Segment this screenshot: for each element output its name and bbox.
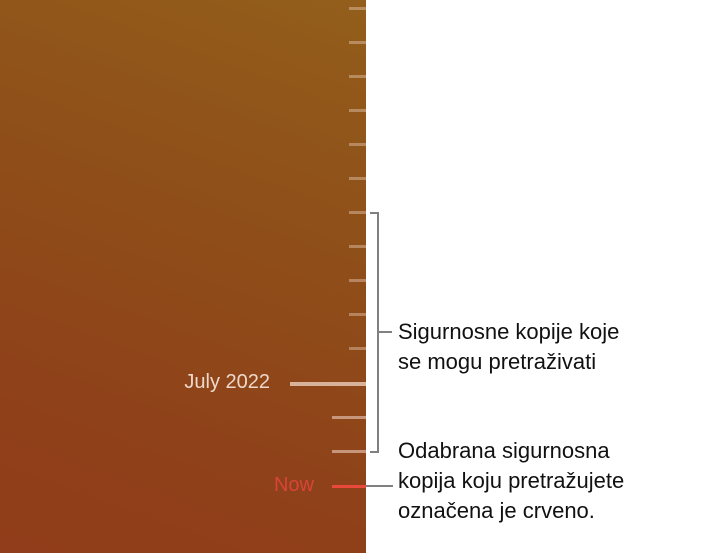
timeline-tick-now[interactable] (332, 485, 366, 488)
timeline-tick[interactable] (349, 245, 366, 248)
timeline-tick[interactable] (332, 416, 366, 419)
timeline-tick[interactable] (349, 75, 366, 78)
timeline-tick[interactable] (349, 143, 366, 146)
bracket-leader (377, 331, 392, 333)
time-machine-timeline: July 2022 Now (0, 0, 366, 553)
timeline-tick[interactable] (349, 177, 366, 180)
callout-text: Odabrana sigurnosna (398, 438, 610, 463)
callout-text: označena je crveno. (398, 498, 595, 523)
bracket-top (370, 212, 379, 214)
callout-text: Sigurnosne kopije koje (398, 319, 620, 344)
timeline-tick[interactable] (349, 313, 366, 316)
timeline-tick[interactable] (349, 109, 366, 112)
timeline-tick[interactable] (349, 211, 366, 214)
timeline-tick[interactable] (349, 41, 366, 44)
timeline-tick-july-2022[interactable] (290, 382, 366, 386)
now-label: Now (273, 474, 314, 496)
timeline-tick[interactable] (349, 279, 366, 282)
callout-text: se mogu pretraživati (398, 349, 597, 374)
now-leader-line (366, 485, 393, 487)
timeline-tick[interactable] (332, 450, 366, 453)
selected-backup-callout: Odabrana sigurnosna kopija koju pretražu… (398, 436, 708, 526)
timeline-tick[interactable] (349, 347, 366, 350)
date-label: July 2022 (184, 371, 270, 393)
browsable-backups-callout: Sigurnosne kopije koje se mogu pretraživ… (398, 317, 708, 377)
bracket-bottom (370, 451, 379, 453)
timeline-tick[interactable] (349, 7, 366, 10)
callout-text: kopija koju pretražujete (398, 468, 625, 493)
